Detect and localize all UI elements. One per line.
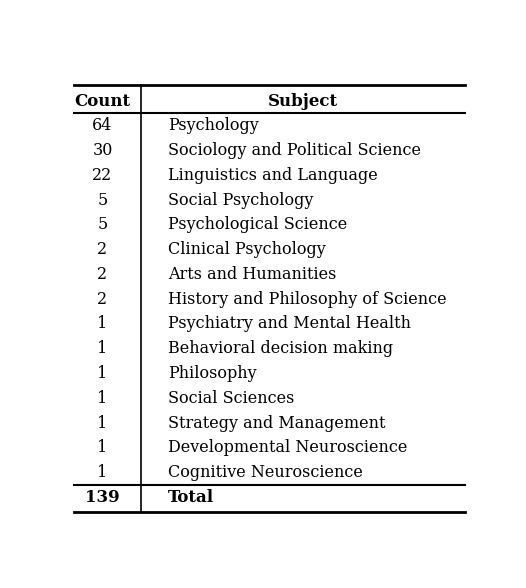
Text: 5: 5 <box>97 216 107 233</box>
Text: 1: 1 <box>97 464 107 481</box>
Text: 1: 1 <box>97 439 107 456</box>
Text: Social Sciences: Social Sciences <box>168 390 294 407</box>
Text: Psychiatry and Mental Health: Psychiatry and Mental Health <box>168 316 411 332</box>
Text: Strategy and Management: Strategy and Management <box>168 415 385 432</box>
Text: 5: 5 <box>97 192 107 209</box>
Text: 22: 22 <box>93 167 113 184</box>
Text: 1: 1 <box>97 365 107 382</box>
Text: 1: 1 <box>97 415 107 432</box>
Text: 1: 1 <box>97 316 107 332</box>
Text: Arts and Humanities: Arts and Humanities <box>168 266 336 283</box>
Text: Psychology: Psychology <box>168 118 258 134</box>
Text: Cognitive Neuroscience: Cognitive Neuroscience <box>168 464 362 481</box>
Text: 1: 1 <box>97 340 107 358</box>
Text: 1: 1 <box>97 390 107 407</box>
Text: Subject: Subject <box>268 92 338 109</box>
Text: History and Philosophy of Science: History and Philosophy of Science <box>168 290 446 308</box>
Text: Linguistics and Language: Linguistics and Language <box>168 167 378 184</box>
Text: 30: 30 <box>92 142 113 159</box>
Text: 2: 2 <box>97 290 107 308</box>
Text: Total: Total <box>168 489 214 506</box>
Text: Psychological Science: Psychological Science <box>168 216 347 233</box>
Text: 139: 139 <box>85 489 120 506</box>
Text: Clinical Psychology: Clinical Psychology <box>168 241 326 258</box>
Text: Philosophy: Philosophy <box>168 365 256 382</box>
Text: Developmental Neuroscience: Developmental Neuroscience <box>168 439 407 456</box>
Text: 2: 2 <box>97 266 107 283</box>
Text: Behavioral decision making: Behavioral decision making <box>168 340 393 358</box>
Text: Count: Count <box>74 92 130 109</box>
Text: Sociology and Political Science: Sociology and Political Science <box>168 142 421 159</box>
Text: 2: 2 <box>97 241 107 258</box>
Text: Social Psychology: Social Psychology <box>168 192 313 209</box>
Text: 64: 64 <box>92 118 113 134</box>
